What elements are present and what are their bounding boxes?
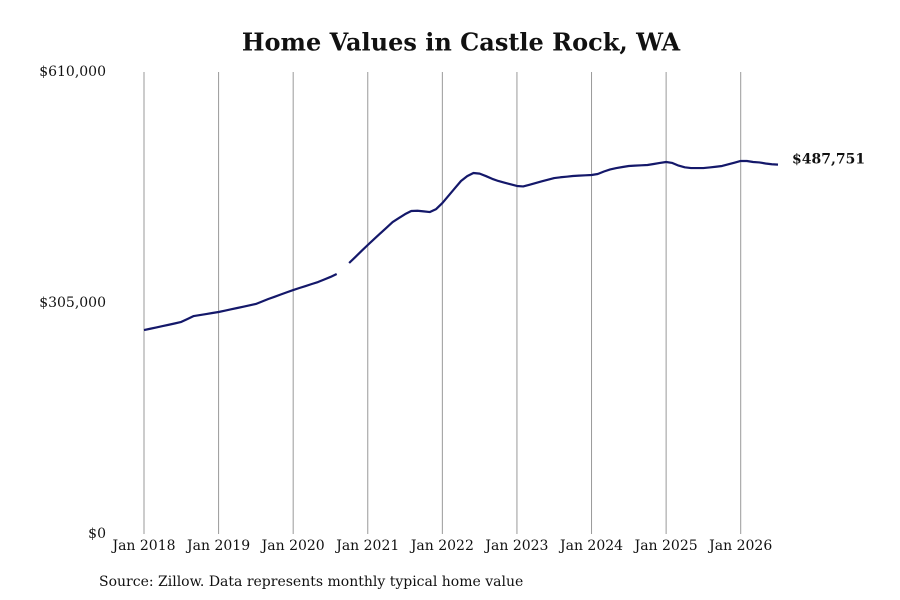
x-tick-label: Jan 2021	[334, 538, 399, 554]
x-tick-label: Jan 2019	[185, 538, 250, 554]
x-tick-label: Jan 2018	[110, 538, 175, 554]
line	[143, 159, 779, 332]
chart-title: Home Values in Castle Rock, WA	[242, 28, 681, 57]
y-tick-label: $610,000	[39, 64, 106, 80]
y-tick-label: $0	[88, 526, 106, 542]
x-tick-label: Jan 2022	[409, 538, 474, 554]
y-tick-label: $305,000	[39, 295, 106, 311]
source-note: Source: Zillow. Data represents monthly …	[99, 574, 523, 590]
x-tick-label: Jan 2020	[260, 538, 325, 554]
x-tick-label: Jan 2024	[558, 538, 623, 554]
x-tick-label: Jan 2025	[633, 538, 698, 554]
x-tick-label: Jan 2026	[707, 538, 772, 554]
value-label: $487,751	[792, 152, 865, 168]
x-tick-label: Jan 2023	[483, 538, 548, 554]
